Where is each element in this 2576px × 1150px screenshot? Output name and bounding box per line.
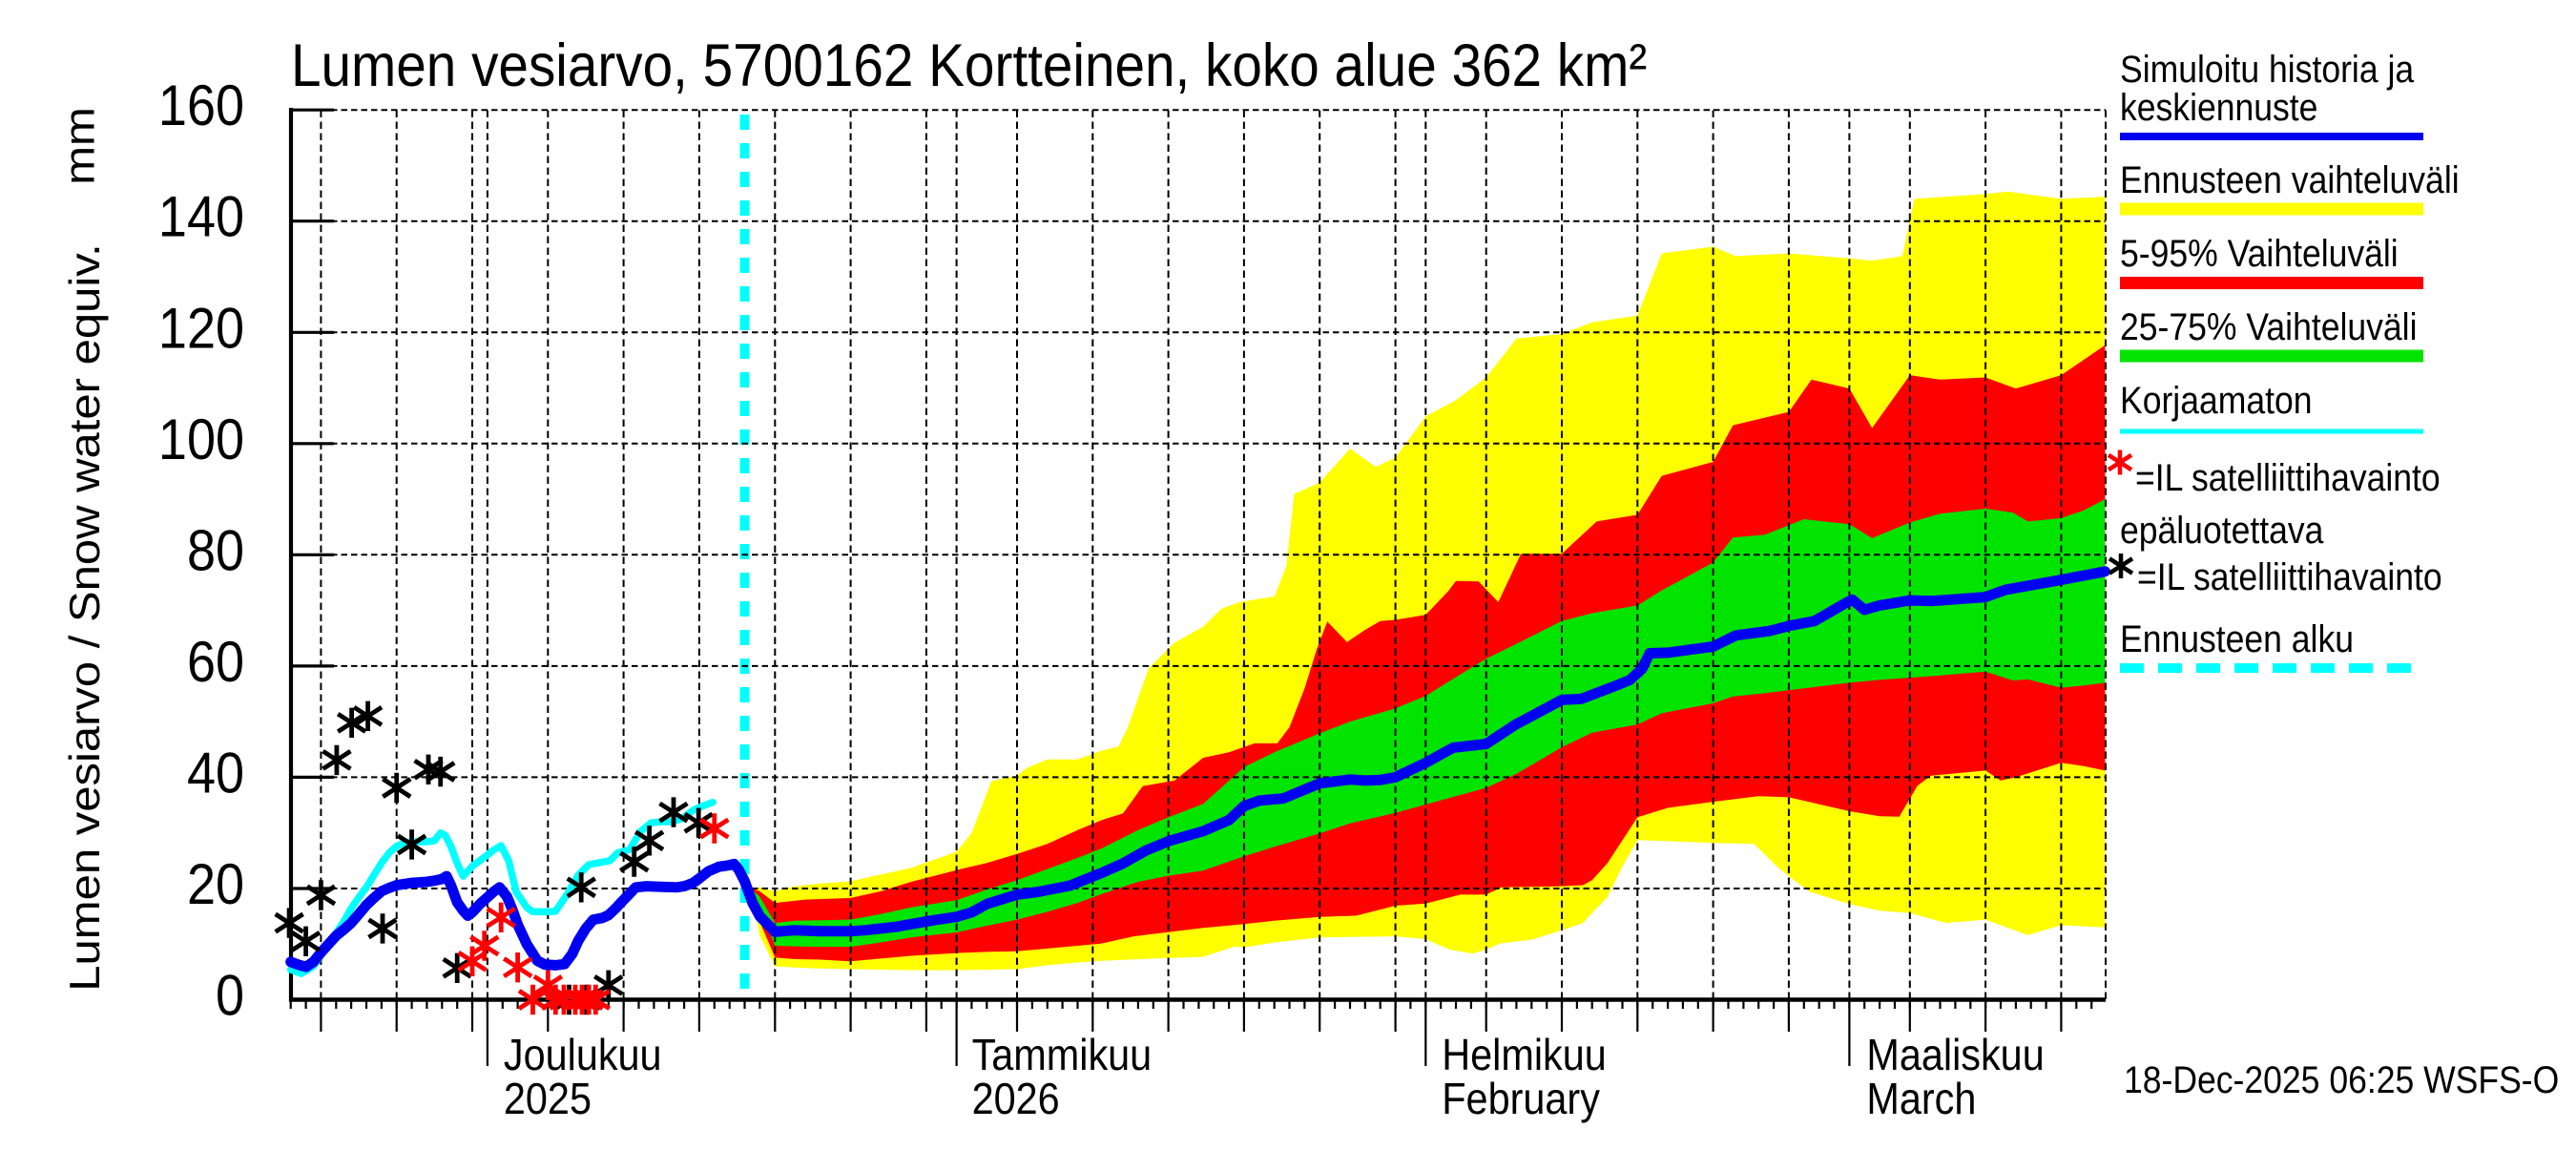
svg-text:120: 120: [158, 297, 244, 361]
svg-text:18-Dec-2025 06:25 WSFS-O: 18-Dec-2025 06:25 WSFS-O: [2124, 1058, 2559, 1100]
svg-text:mm: mm: [56, 107, 103, 185]
svg-text:Korjaamaton: Korjaamaton: [2120, 379, 2312, 421]
svg-text:February: February: [1442, 1075, 1600, 1124]
svg-text:2026: 2026: [972, 1075, 1060, 1124]
svg-text:Simuloitu historia ja: Simuloitu historia ja: [2120, 48, 2414, 90]
svg-text:80: 80: [187, 519, 244, 583]
svg-text:0: 0: [216, 964, 244, 1028]
svg-text:40: 40: [187, 742, 244, 805]
svg-text:Lumen vesiarvo / Snow water eq: Lumen vesiarvo / Snow water equiv.: [61, 243, 108, 991]
svg-text:Maaliskuu: Maaliskuu: [1866, 1031, 2044, 1080]
svg-text:2025: 2025: [504, 1075, 592, 1124]
svg-text:=IL satelliittihavainto: =IL satelliittihavainto: [2137, 555, 2442, 597]
svg-text:140: 140: [158, 185, 244, 249]
svg-text:160: 160: [158, 74, 244, 138]
svg-text:Tammikuu: Tammikuu: [972, 1031, 1153, 1080]
svg-text:epäluotettava: epäluotettava: [2120, 509, 2323, 551]
svg-text:Ennusteen alku: Ennusteen alku: [2120, 617, 2354, 659]
svg-text:Joulukuu: Joulukuu: [504, 1031, 662, 1080]
svg-text:60: 60: [187, 630, 244, 694]
svg-text:100: 100: [158, 408, 244, 471]
svg-text:=IL satelliittihavainto: =IL satelliittihavainto: [2135, 456, 2441, 498]
svg-text:March: March: [1866, 1075, 1976, 1124]
svg-text:5-95% Vaihteluväli: 5-95% Vaihteluväli: [2120, 232, 2399, 274]
svg-text:keskiennuste: keskiennuste: [2120, 86, 2317, 128]
svg-text:20: 20: [187, 852, 244, 916]
svg-text:Lumen vesiarvo, 5700162 Kortte: Lumen vesiarvo, 5700162 Kortteinen, koko…: [291, 31, 1647, 98]
svg-text:Helmikuu: Helmikuu: [1442, 1031, 1607, 1080]
svg-text:Ennusteen vaihteluväli: Ennusteen vaihteluväli: [2120, 158, 2460, 200]
svg-text:25-75% Vaihteluväli: 25-75% Vaihteluväli: [2120, 305, 2417, 347]
